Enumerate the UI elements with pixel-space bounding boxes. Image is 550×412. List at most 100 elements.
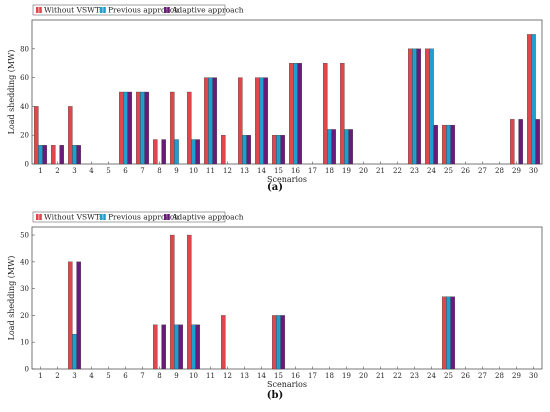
bar-without-vswts — [187, 91, 192, 165]
bar-previous-approach — [446, 124, 451, 165]
bar-without-vswts — [34, 106, 39, 165]
bar-previous-approach — [38, 145, 43, 165]
bar-without-vswts — [442, 296, 447, 370]
plot-frame — [31, 226, 543, 370]
x-tick-label: 8 — [157, 372, 161, 380]
legend-swatch — [164, 214, 167, 220]
y-axis-label: Load shedding (MW) — [7, 256, 16, 341]
x-axis-label: Scenarios — [267, 175, 307, 184]
x-tick-label: 27 — [478, 372, 487, 380]
x-tick-label: 16 — [291, 167, 300, 175]
legend-entry: Without VSWTs — [44, 213, 103, 222]
panel-caption: (b) — [267, 390, 283, 401]
x-tick-label: 29 — [512, 372, 521, 380]
bar-adaptive-approach — [535, 119, 540, 165]
bar-adaptive-approach — [433, 124, 438, 165]
x-tick-label: 18 — [325, 167, 334, 175]
bar-adaptive-approach — [42, 145, 47, 165]
legend-swatch — [100, 7, 103, 13]
legend-swatch — [100, 214, 103, 220]
bar-previous-approach — [327, 129, 332, 165]
legend-entry: Without VSWTs — [44, 6, 103, 15]
bar-without-vswts — [442, 124, 447, 165]
x-tick-label: 14 — [257, 372, 266, 380]
x-tick-label: 23 — [410, 372, 419, 380]
bar-without-vswts — [136, 91, 141, 165]
x-tick-label: 17 — [308, 372, 317, 380]
legend-entry: Previous approach — [108, 213, 179, 222]
x-tick-label: 20 — [359, 167, 368, 175]
bar-without-vswts — [51, 145, 56, 165]
x-tick-label: 11 — [206, 167, 215, 175]
x-tick-label: 13 — [240, 372, 249, 380]
x-tick-label: 2 — [55, 167, 59, 175]
x-tick-label: 3 — [72, 372, 76, 380]
y-tick-label: 10 — [20, 339, 29, 347]
bar-adaptive-approach — [127, 91, 132, 165]
x-tick-label: 21 — [376, 167, 385, 175]
bar-without-vswts — [119, 91, 124, 165]
bar-previous-approach — [123, 91, 128, 165]
x-tick-label: 26 — [461, 372, 470, 380]
bar-without-vswts — [68, 261, 73, 370]
bar-previous-approach — [140, 91, 145, 165]
bar-without-vswts — [68, 106, 73, 165]
legend-swatch — [167, 7, 170, 13]
x-tick-label: 15 — [274, 167, 283, 175]
bar-adaptive-approach — [450, 296, 455, 370]
y-tick-label: 40 — [20, 258, 29, 266]
x-tick-label: 17 — [308, 167, 317, 175]
y-axis-label: Load shedding (MW) — [7, 50, 16, 135]
bar-without-vswts — [153, 324, 158, 370]
x-tick-label: 7 — [140, 372, 144, 380]
legend-swatch — [39, 214, 42, 220]
x-tick-label: 13 — [240, 167, 249, 175]
x-tick-label: 30 — [529, 167, 538, 175]
x-tick-label: 19 — [342, 372, 351, 380]
x-tick-label: 16 — [291, 372, 300, 380]
y-tick-label: 80 — [20, 45, 29, 53]
bar-without-vswts — [408, 48, 413, 165]
bar-adaptive-approach — [178, 324, 183, 370]
x-tick-label: 25 — [444, 167, 453, 175]
bar-previous-approach — [191, 324, 196, 370]
x-tick-label: 25 — [444, 372, 453, 380]
plot-frame — [31, 19, 543, 165]
bar-previous-approach — [174, 324, 179, 370]
x-tick-label: 12 — [223, 167, 232, 175]
x-tick-label: 22 — [393, 167, 402, 175]
x-tick-label: 8 — [157, 167, 161, 175]
x-tick-label: 3 — [72, 167, 76, 175]
x-tick-label: 7 — [140, 167, 144, 175]
x-tick-label: 22 — [393, 372, 402, 380]
x-tick-label: 14 — [257, 167, 266, 175]
x-tick-label: 28 — [495, 167, 504, 175]
bar-without-vswts — [153, 139, 158, 165]
y-tick-label: 0 — [25, 366, 29, 374]
bar-without-vswts — [221, 135, 226, 165]
legend-entry: Adaptive approach — [171, 6, 244, 15]
bar-adaptive-approach — [297, 63, 302, 165]
x-tick-label: 27 — [478, 167, 487, 175]
y-tick-label: 20 — [20, 132, 29, 140]
bar-without-vswts — [221, 315, 226, 370]
bar-previous-approach — [72, 145, 77, 165]
bar-adaptive-approach — [161, 324, 166, 370]
bar-previous-approach — [72, 334, 77, 370]
panel-caption: (a) — [267, 182, 283, 193]
bar-adaptive-approach — [518, 119, 523, 165]
legend-entry: Adaptive approach — [171, 213, 244, 222]
x-tick-label: 24 — [427, 167, 436, 175]
bar-adaptive-approach — [450, 124, 455, 165]
bar-adaptive-approach — [195, 139, 200, 165]
x-tick-label: 2 — [55, 372, 59, 380]
x-tick-label: 1 — [38, 167, 42, 175]
bar-without-vswts — [255, 77, 260, 165]
x-tick-label: 21 — [376, 372, 385, 380]
bar-previous-approach — [208, 77, 213, 165]
y-tick-label: 30 — [20, 285, 29, 293]
bar-without-vswts — [170, 234, 175, 370]
